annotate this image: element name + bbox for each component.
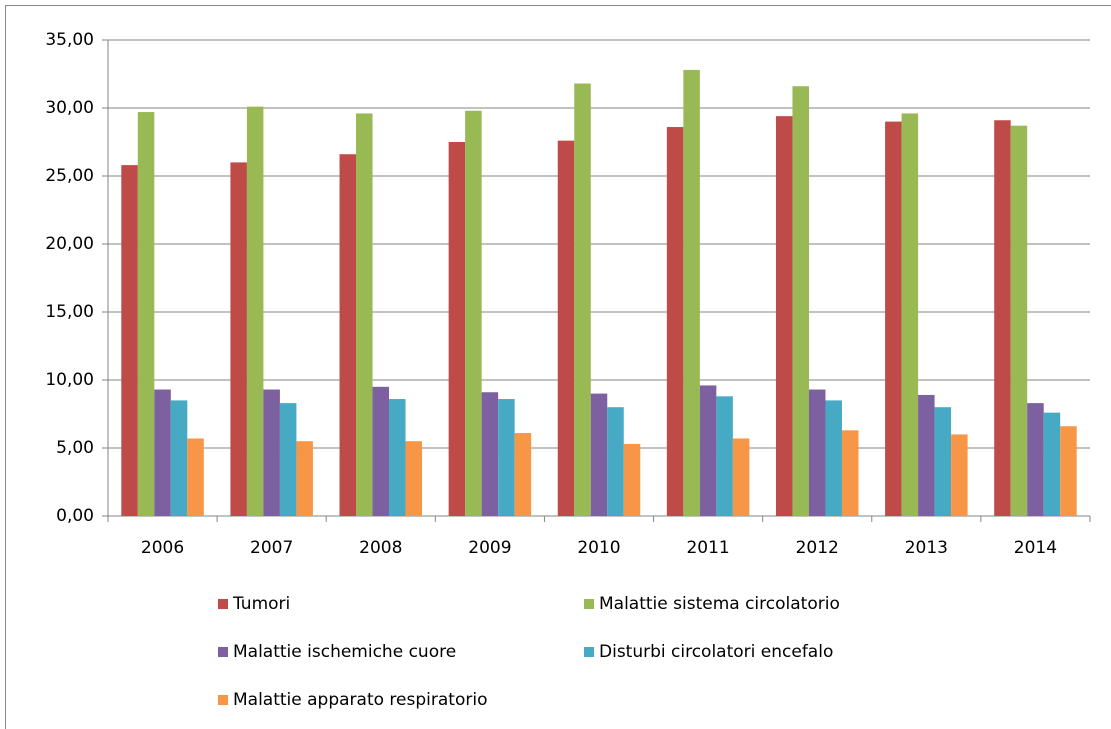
bar	[825, 400, 842, 516]
y-tick-label: 10,00	[45, 370, 94, 390]
legend-swatch	[584, 599, 594, 609]
bar	[732, 438, 750, 516]
x-tick-label: 2009	[468, 538, 511, 558]
bar	[918, 394, 935, 516]
bar	[716, 396, 733, 516]
y-tick-label: 5,00	[56, 438, 94, 458]
bar	[137, 112, 155, 516]
bar	[901, 113, 919, 516]
bar	[246, 106, 264, 516]
y-tick-label: 0,00	[56, 506, 94, 526]
x-tick-label: 2013	[905, 538, 948, 558]
y-tick-label: 15,00	[45, 302, 94, 322]
legend-swatch	[218, 599, 228, 609]
bar	[607, 407, 624, 516]
y-tick-label: 20,00	[45, 234, 94, 254]
bar	[699, 385, 717, 516]
bar	[448, 142, 466, 516]
y-tick-label: 25,00	[45, 166, 94, 186]
bar	[389, 399, 406, 516]
x-tick-label: 2014	[1014, 538, 1057, 558]
bar	[590, 393, 608, 516]
bar	[279, 403, 297, 516]
legend-label: Malattie apparato respiratorio	[233, 690, 487, 710]
bar	[683, 69, 700, 517]
legend-label: Malattie sistema circolatorio	[599, 594, 840, 614]
bar	[841, 430, 859, 516]
y-tick-label: 35,00	[45, 30, 94, 50]
bar	[666, 127, 684, 516]
bar	[263, 389, 280, 516]
bar	[1043, 412, 1061, 516]
x-tick-label: 2011	[686, 538, 729, 558]
x-tick-label: 2007	[250, 538, 293, 558]
bar	[885, 121, 902, 516]
bar	[230, 162, 247, 516]
bar	[1027, 403, 1044, 516]
bar	[356, 113, 373, 516]
legend-label: Disturbi circolatori encefalo	[599, 642, 833, 662]
bar	[187, 438, 204, 516]
bar	[557, 140, 575, 516]
bar	[623, 443, 641, 516]
bar	[170, 400, 188, 516]
bar	[775, 116, 793, 516]
legend-label: Tumori	[232, 594, 290, 614]
bar	[465, 110, 482, 516]
legend-swatch	[218, 647, 228, 657]
bar	[514, 433, 532, 516]
y-tick-label: 30,00	[45, 98, 94, 118]
bar	[574, 83, 591, 517]
bar	[481, 392, 499, 516]
bar	[934, 407, 952, 516]
x-tick-label: 2006	[141, 538, 184, 558]
bar	[154, 389, 171, 516]
bar	[372, 386, 390, 516]
x-tick-label: 2008	[359, 538, 402, 558]
bar	[1010, 125, 1028, 517]
bar	[405, 441, 423, 516]
x-tick-label: 2012	[796, 538, 839, 558]
bar	[994, 120, 1011, 517]
bar	[498, 399, 515, 516]
chart-border	[5, 5, 1111, 729]
legend-label: Malattie ischemiche cuore	[233, 642, 456, 662]
bar	[951, 434, 968, 516]
legend-swatch	[584, 647, 594, 657]
bar	[339, 154, 357, 517]
bar	[296, 441, 313, 516]
bar	[1060, 426, 1077, 516]
bar	[808, 389, 826, 516]
x-tick-label: 2010	[577, 538, 620, 558]
bar	[792, 86, 809, 517]
legend-swatch	[218, 695, 228, 705]
bar	[121, 165, 138, 516]
